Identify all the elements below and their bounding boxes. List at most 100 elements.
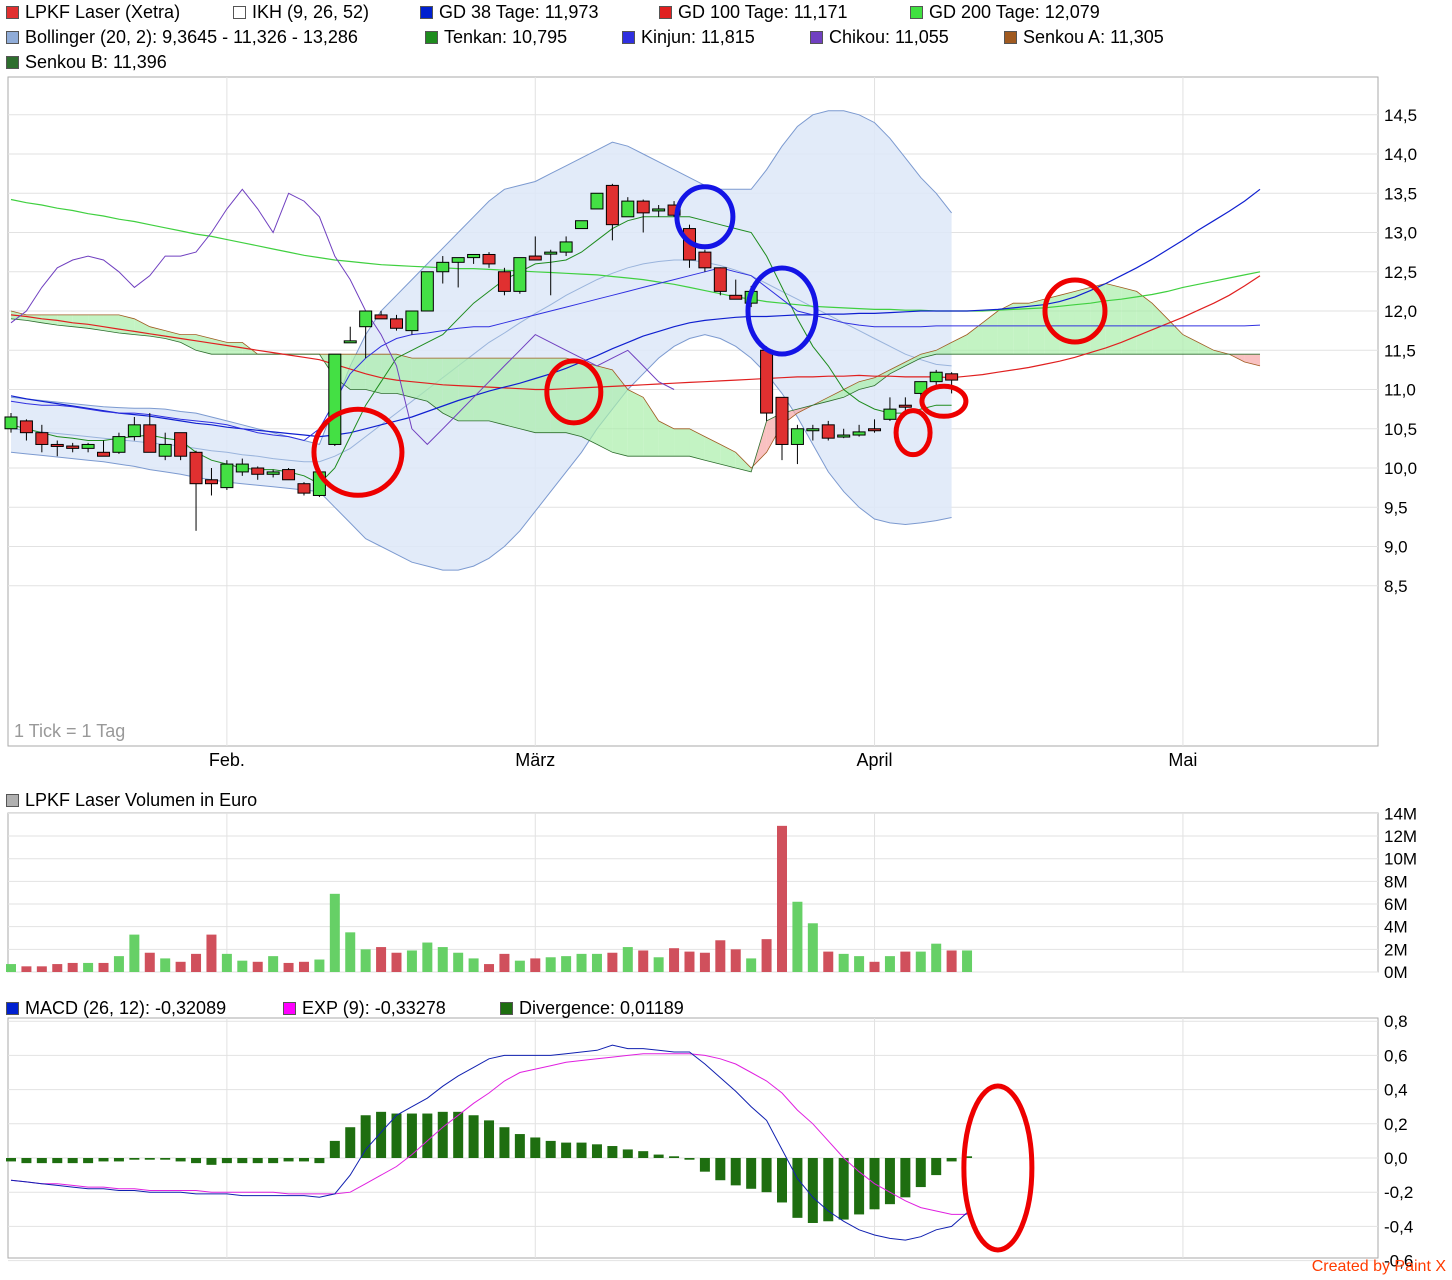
candle-body <box>590 192 604 210</box>
macd-legend: MACD (26, 12): -0,32089 EXP (9): -0,3327… <box>0 996 1452 1022</box>
legend-exp: EXP (9): -0,33278 <box>283 998 446 1018</box>
volume-bar <box>283 962 294 972</box>
divergence-bar <box>699 1158 710 1172</box>
ichimoku-cloud-segment <box>1136 291 1153 355</box>
divergence-bar <box>129 1158 140 1160</box>
candle <box>405 310 419 335</box>
legend-lpkf: LPKF Laser (Xetra) <box>6 2 180 22</box>
ichimoku-cloud-segment <box>889 362 906 374</box>
volume-bar <box>345 932 356 972</box>
volume-tick-label: 6M <box>1384 895 1408 914</box>
volume-bar <box>499 953 510 972</box>
volume-tick-label: 4M <box>1384 918 1408 937</box>
candle <box>297 482 311 496</box>
macd-line <box>10 1044 968 1241</box>
legend-swatch <box>1004 31 1017 44</box>
ichimoku-cloud-segment <box>1105 283 1122 355</box>
candle-body <box>713 267 727 292</box>
price-tick-label: 10,5 <box>1384 420 1417 439</box>
ichimoku-cloud-segment <box>997 303 1014 355</box>
volume-bar <box>391 952 402 972</box>
candle-body <box>112 436 126 453</box>
ichimoku-cloud-segment <box>411 358 428 402</box>
x-axis-label: April <box>857 750 893 770</box>
volume-bar <box>607 952 618 972</box>
candle-body <box>143 424 157 453</box>
volume-bar <box>52 964 63 972</box>
divergence-bar <box>838 1158 849 1220</box>
exp-line <box>10 1053 967 1215</box>
divergence-bar <box>807 1158 818 1223</box>
candle <box>760 346 774 421</box>
price-legend-row-1: LPKF Laser (Xetra) IKH (9, 26, 52) GD 38… <box>0 0 1452 26</box>
tenkan-line <box>10 216 952 485</box>
candle <box>266 469 280 478</box>
ichimoku-cloud-segment <box>196 334 212 355</box>
volume-bar <box>591 953 602 972</box>
ichimoku-cloud-segment <box>982 311 998 355</box>
legend-swatch <box>500 1002 513 1015</box>
legend-swatch <box>425 31 438 44</box>
candle <box>467 253 481 264</box>
divergence-bar <box>36 1158 47 1164</box>
ichimoku-cloud-segment <box>72 314 89 329</box>
ichimoku-cloud-segment <box>581 362 597 445</box>
divergence-bar <box>900 1158 911 1198</box>
divergence-bar <box>52 1158 63 1164</box>
volume-bar <box>298 961 309 972</box>
candle-body <box>359 310 373 328</box>
candle-body <box>513 257 527 292</box>
divergence-bar <box>653 1154 664 1158</box>
gd38-line <box>10 188 1261 438</box>
divergence-bar <box>530 1137 541 1158</box>
divergence-bar <box>422 1113 433 1158</box>
candle <box>544 249 558 296</box>
ichimoku-cloud-segment <box>905 354 921 366</box>
volume-bar <box>823 951 834 972</box>
candle-body <box>405 310 419 332</box>
annotation-ellipse <box>311 406 405 498</box>
volume-tick-label: 14M <box>1384 804 1417 823</box>
divergence-bar <box>962 1156 973 1158</box>
candle <box>837 428 851 439</box>
legend-volume: LPKF Laser Volumen in Euro <box>6 790 257 810</box>
candle-body <box>868 428 882 432</box>
volume-bar <box>854 956 865 972</box>
volume-bar <box>160 958 171 972</box>
volume-bar <box>144 952 155 972</box>
divergence-bar <box>761 1158 772 1193</box>
candle <box>883 397 897 421</box>
x-axis-label: Feb. <box>209 750 245 770</box>
candle <box>775 396 789 461</box>
legend-senkou-b: Senkou B: 11,396 <box>6 52 167 72</box>
senkou-a-line <box>10 283 1261 469</box>
candle <box>729 279 743 300</box>
annotation-ellipse <box>745 265 819 357</box>
ichimoku-cloud-segment <box>951 334 968 355</box>
volume-bar <box>746 958 757 972</box>
ichimoku-cloud-segment <box>627 389 644 457</box>
legend-label: Chikou: 11,055 <box>829 27 949 47</box>
candle <box>559 236 573 257</box>
volume-bar <box>98 962 109 972</box>
legend-tenkan: Tenkan: 10,795 <box>425 27 567 47</box>
volume-bar <box>360 949 371 972</box>
divergence-bar <box>175 1158 186 1162</box>
divergence-bar <box>98 1158 109 1162</box>
candle-body <box>127 424 141 438</box>
price-legend-row-2: Bollinger (20, 2): 9,3645 - 11,326 - 13,… <box>0 25 1452 51</box>
divergence-bar <box>252 1158 263 1164</box>
volume-bar <box>206 934 217 972</box>
candle <box>852 424 866 437</box>
candle <box>174 432 188 461</box>
kijun-line <box>10 267 1261 442</box>
candle-body <box>420 271 434 312</box>
candle <box>590 192 604 210</box>
macd-panel-frame <box>7 1017 1379 1259</box>
divergence-bar <box>514 1134 525 1158</box>
candle-body <box>482 253 496 265</box>
divergence-bar <box>221 1158 232 1164</box>
legend-swatch <box>622 31 635 44</box>
candle-body <box>204 479 218 485</box>
candle-body <box>497 271 511 292</box>
